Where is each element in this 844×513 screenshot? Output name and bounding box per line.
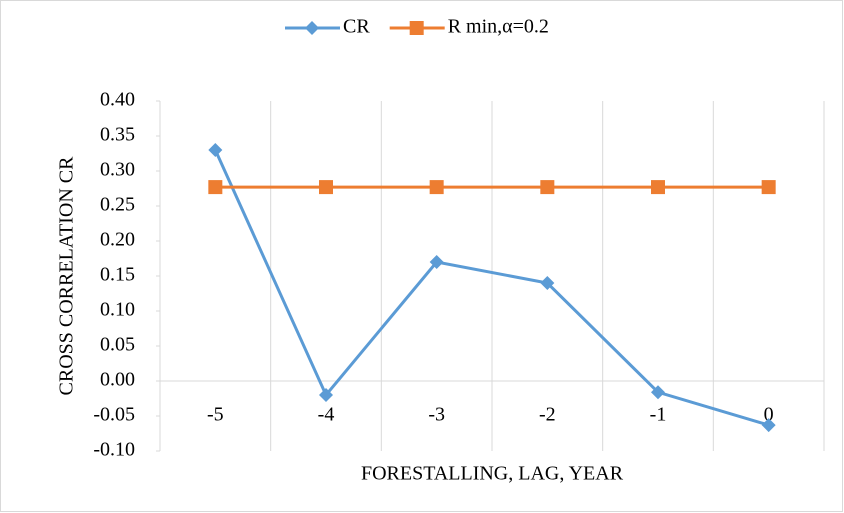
marker — [319, 180, 333, 195]
marker — [540, 180, 555, 195]
marker — [305, 21, 319, 35]
x-tick-label: -4 — [318, 404, 335, 426]
legend-label: R min,α=0.2 — [448, 16, 549, 38]
y-tick-label: 0.25 — [100, 194, 135, 216]
marker — [651, 385, 665, 400]
x-tick-label: -3 — [428, 404, 445, 426]
marker — [208, 143, 223, 157]
series-line — [213, 149, 770, 427]
y-tick-label: 0.05 — [100, 334, 135, 356]
marker — [761, 180, 776, 195]
y-tick-label: 0.15 — [100, 264, 135, 286]
legend-label: CR — [343, 16, 370, 38]
marker — [540, 276, 555, 290]
y-axis-title: CROSS CORRELATION CR — [56, 156, 78, 396]
y-tick-label: -0.10 — [93, 439, 135, 461]
y-tick-label: 0.30 — [100, 159, 135, 181]
marker — [651, 180, 665, 195]
marker — [319, 388, 333, 402]
y-tick-label: -0.05 — [93, 404, 135, 426]
y-tick-label: 0.20 — [100, 229, 135, 251]
x-tick-label: 0 — [764, 404, 774, 426]
marker — [208, 180, 223, 195]
x-tick-label: -5 — [207, 404, 224, 426]
marker — [429, 255, 444, 269]
y-tick-label: 0.35 — [100, 124, 135, 146]
x-axis-title: FORESTALLING, LAG, YEAR — [361, 463, 624, 485]
marker — [429, 180, 444, 195]
y-tick-label: 0.00 — [100, 369, 135, 391]
x-tick-label: -1 — [650, 404, 667, 426]
marker — [409, 21, 424, 35]
marker — [761, 418, 776, 433]
x-tick-label: -2 — [539, 404, 556, 426]
y-tick-label: 0.10 — [100, 299, 135, 321]
y-tick-label: 0.40 — [100, 89, 135, 111]
